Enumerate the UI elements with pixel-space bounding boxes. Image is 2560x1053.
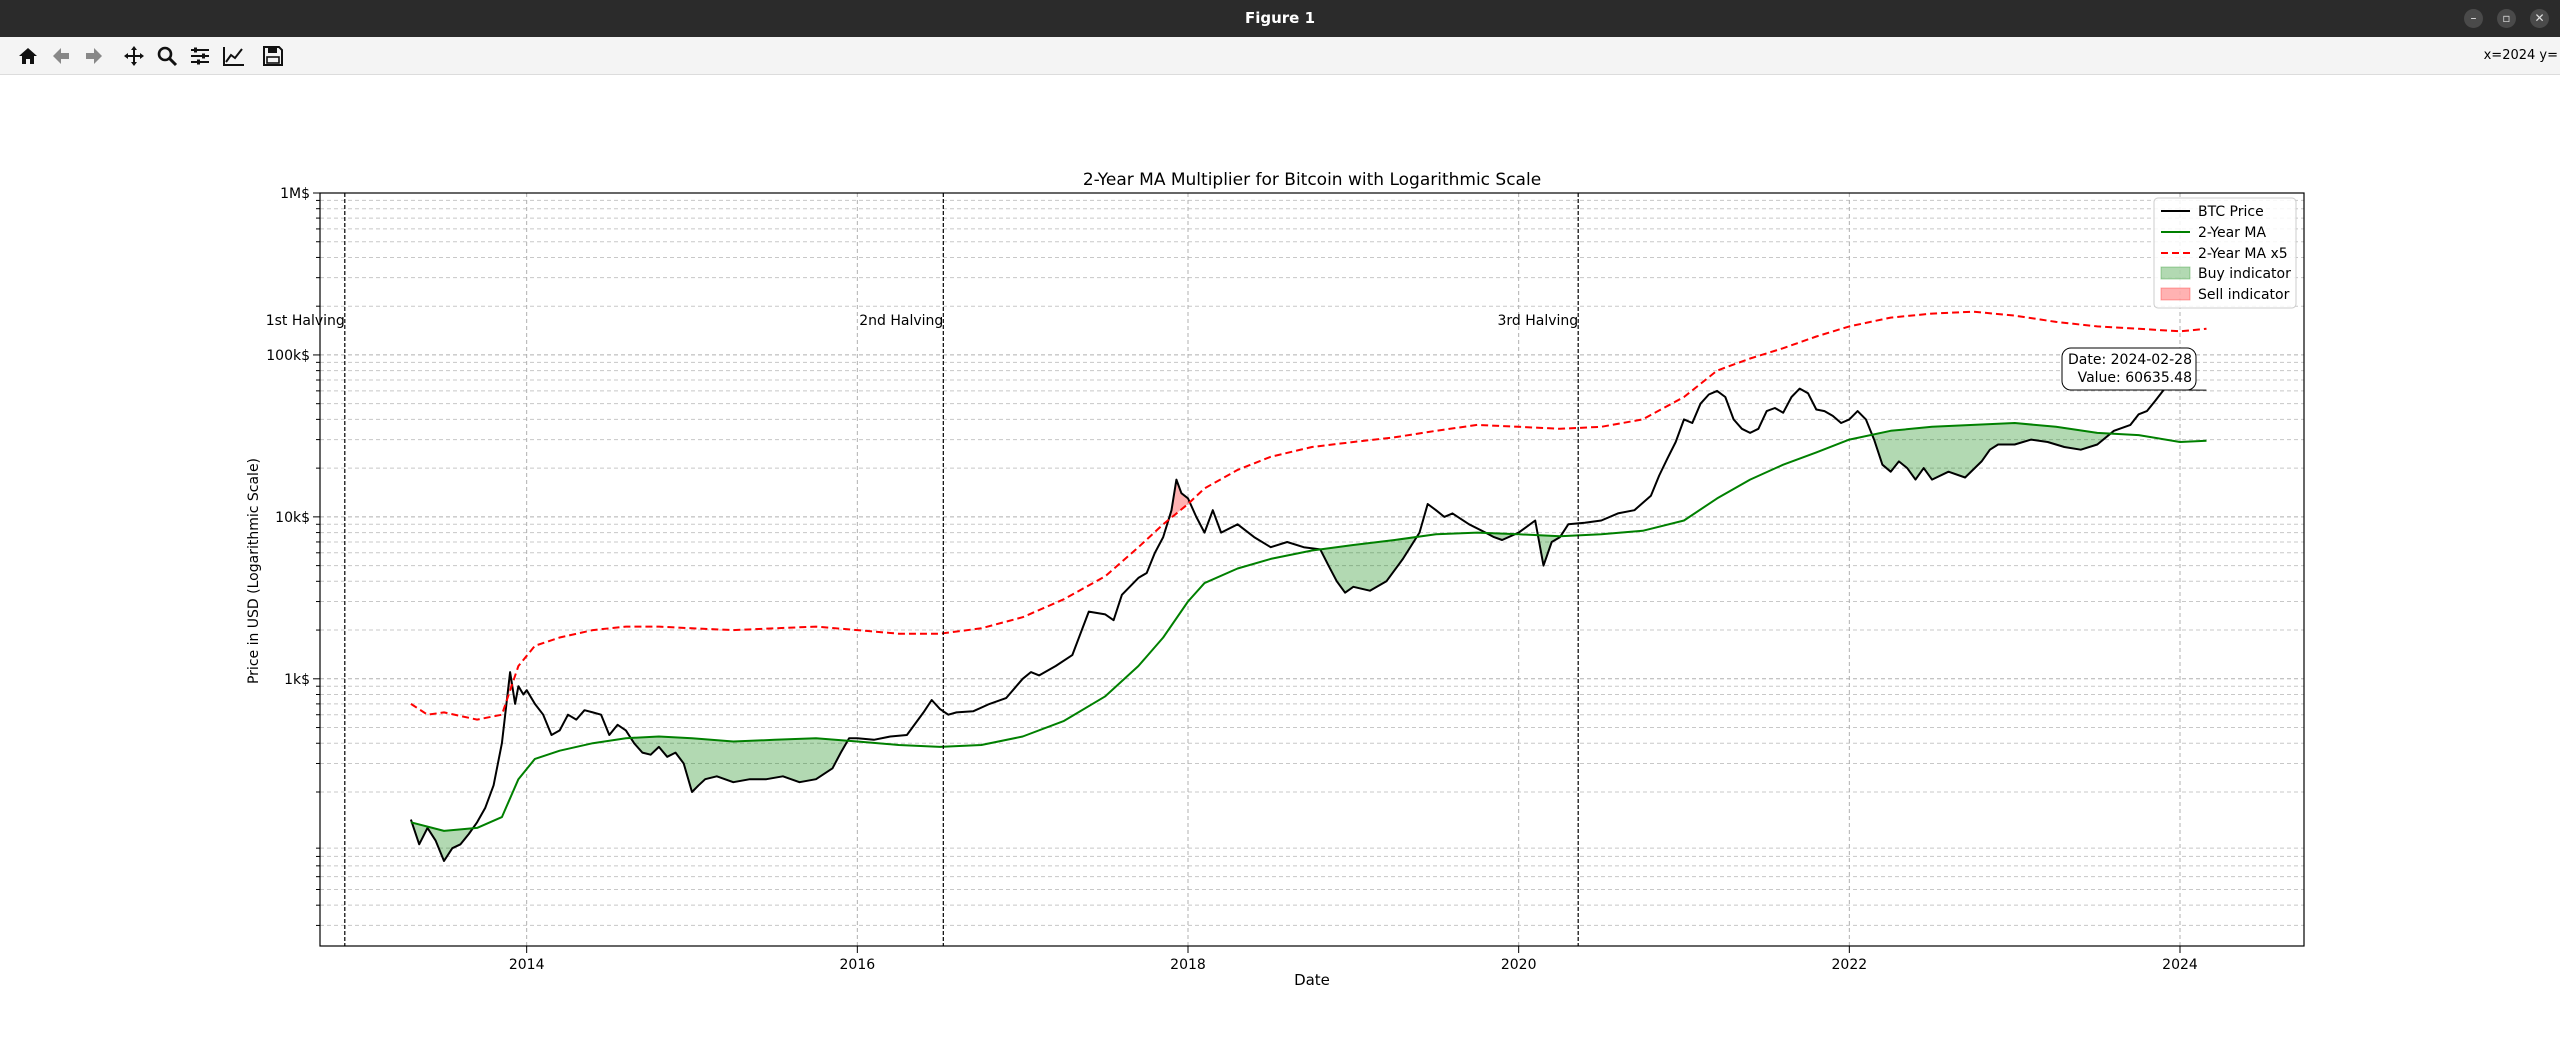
legend-buy-label: Buy indicator <box>2198 266 2291 282</box>
buy-indicator-fill <box>1321 537 1417 593</box>
window-titlebar: Figure 1 – ▫ ✕ <box>0 0 2560 37</box>
legend-ma5-label: 2-Year MA x5 <box>2198 246 2288 262</box>
cursor-coordinates: x=2024 y= <box>2483 48 2558 63</box>
y-tick-label: 10k$ <box>275 510 310 526</box>
legend-buy-swatch <box>2160 266 2191 280</box>
y-minor-gridlines <box>316 199 2304 926</box>
home-icon[interactable] <box>14 42 42 70</box>
buy-indicator-fill <box>630 736 848 792</box>
legend-sell-swatch <box>2160 287 2191 301</box>
configure-icon[interactable] <box>186 42 214 70</box>
halving-label: 2nd Halving <box>859 313 943 329</box>
y-axis-label: Price in USD (Logarithmic Scale) <box>246 458 262 684</box>
close-icon[interactable]: ✕ <box>2530 9 2549 28</box>
buy-indicator-fill <box>1538 535 1560 566</box>
annotation-value: Value: 60635.48 <box>2078 370 2192 386</box>
x-tick-label: 2020 <box>1501 957 1537 973</box>
x-axis-label: Date <box>1294 971 1330 989</box>
indicator-fills <box>412 423 2109 861</box>
x-tick-label: 2018 <box>1170 957 1206 973</box>
x-tick-label: 2024 <box>2162 957 2198 973</box>
forward-icon[interactable] <box>80 42 108 70</box>
btc-price-line <box>409 387 2165 862</box>
ma-2year-line <box>410 422 2207 832</box>
axes-frame <box>319 192 2305 947</box>
value-annotation: Date: 2024-02-28 Value: 60635.48 <box>2061 347 2207 391</box>
annotation-box <box>2061 347 2197 391</box>
minimize-icon[interactable]: – <box>2464 9 2483 28</box>
y-tick-label: 100k$ <box>266 348 310 364</box>
ma-2year-x5-line <box>410 310 2207 721</box>
save-icon[interactable] <box>259 42 287 70</box>
y-ticks: 1k$ 10k$ 100k$ 1M$ <box>266 186 320 688</box>
series-lines <box>409 310 2207 862</box>
halving-markers: 1st Halving 2nd Halving 3rd Halving <box>266 193 1579 946</box>
buy-indicator-fill <box>412 822 473 861</box>
legend-ma-label: 2-Year MA <box>2198 225 2266 241</box>
annotation-date: Date: 2024-02-28 <box>2068 352 2192 368</box>
legend-sell-label: Sell indicator <box>2198 287 2290 303</box>
y-tick-label: 1k$ <box>284 672 310 688</box>
maximize-icon[interactable]: ▫ <box>2497 9 2516 28</box>
x-ticks: 2014 2016 2018 2020 2022 2024 <box>509 946 2198 973</box>
halving-label: 1st Halving <box>266 313 345 329</box>
figure-canvas: 1st Halving 2nd Halving 3rd Halving 2014 20… <box>246 170 2305 989</box>
y-tick-label: 1M$ <box>280 186 310 202</box>
window-title: Figure 1 <box>1244 9 1316 27</box>
x-tick-label: 2016 <box>840 957 876 973</box>
legend: BTC Price 2-Year MA 2-Year MA x5 Buy ind… <box>2153 197 2297 309</box>
chart-title: 2-Year MA Multiplier for Bitcoin with Lo… <box>1083 170 1541 190</box>
pan-icon[interactable] <box>120 42 148 70</box>
legend-btc-label: BTC Price <box>2198 204 2264 220</box>
x-tick-label: 2022 <box>1832 957 1868 973</box>
x-tick-label: 2014 <box>509 957 545 973</box>
edit-axes-icon[interactable] <box>220 42 248 70</box>
zoom-icon[interactable] <box>153 42 181 70</box>
halving-label: 3rd Halving <box>1497 313 1578 329</box>
toolbar: x=2024 y= <box>0 37 2560 75</box>
sell-indicator-fill <box>1169 479 1190 519</box>
back-icon[interactable] <box>47 42 75 70</box>
legend-frame <box>2153 197 2297 309</box>
buy-indicator-fill <box>1872 423 2109 480</box>
